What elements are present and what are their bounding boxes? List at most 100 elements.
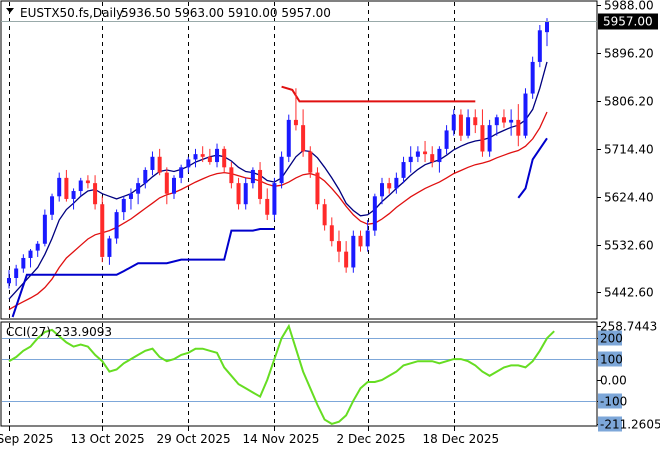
candle-body — [408, 156, 413, 163]
candle-body — [50, 196, 55, 215]
candle-body — [372, 196, 377, 231]
candle — [71, 188, 76, 210]
candle-body — [286, 119, 291, 157]
candle-body — [494, 117, 499, 126]
candle — [272, 177, 277, 221]
candle — [100, 196, 105, 263]
candle — [186, 156, 191, 173]
cci-tick-label: -211.2605 — [600, 418, 660, 432]
candle-body — [516, 119, 521, 136]
candle — [380, 177, 385, 205]
price-panel-frame — [0, 0, 598, 320]
candle-body — [458, 114, 463, 136]
candle-body — [21, 257, 26, 269]
candle-body — [258, 169, 263, 199]
cci-line — [8, 323, 555, 425]
candle-body — [423, 151, 428, 155]
candle — [344, 241, 349, 273]
price-tick-label: 5896.20 — [604, 47, 654, 61]
candle — [7, 270, 11, 289]
candle-body — [150, 156, 155, 170]
candle-body — [14, 268, 19, 278]
candle-body — [344, 251, 349, 268]
candle — [430, 146, 435, 168]
candle — [487, 119, 492, 157]
fast-ma-line — [8, 61, 548, 300]
candle — [501, 109, 506, 128]
candle — [93, 175, 98, 210]
candle — [236, 177, 241, 210]
candle — [351, 230, 356, 273]
candle-body — [229, 167, 234, 184]
candle — [14, 264, 19, 286]
candle — [394, 172, 399, 194]
candle-body — [35, 243, 40, 251]
price-tick-label: 5806.20 — [604, 95, 654, 109]
candle-body — [250, 169, 255, 184]
candle-body — [171, 177, 176, 194]
candlesticks — [7, 18, 549, 289]
price-tick-label: 5442.60 — [604, 286, 654, 300]
cci-tick-label: 100 — [600, 353, 623, 367]
candle — [179, 164, 184, 184]
candle-body — [509, 119, 514, 123]
candle — [50, 193, 55, 221]
candle — [258, 162, 263, 205]
candle — [423, 140, 428, 163]
date-tick-label: 2 Dec 2025 — [337, 432, 406, 446]
candle-body — [243, 183, 248, 205]
candle-body — [501, 117, 506, 123]
candle-body — [322, 204, 327, 226]
candle-body — [143, 169, 148, 184]
collapse-triangle-icon[interactable] — [6, 8, 14, 13]
last-price-tag-label: 5957.00 — [603, 15, 653, 29]
candle — [21, 254, 26, 273]
candle-body — [179, 167, 184, 178]
candle — [444, 125, 449, 155]
cci-tick-label: 258.7443 — [600, 320, 657, 334]
cci-tick-label: -100 — [600, 395, 627, 409]
candle — [193, 148, 198, 168]
price-axis-ticks: 5988.00 5896.20 5806.20 5714.40 5624.40 5532.… — [597, 0, 654, 300]
candle — [128, 188, 133, 210]
cci-tick-badge — [598, 416, 622, 432]
cci-panel: CCI(27) 233.9093 — [0, 321, 598, 427]
candle — [114, 209, 119, 244]
candle-body — [114, 212, 119, 239]
candle-body — [480, 125, 485, 152]
candle — [509, 109, 514, 136]
cci-grid — [9, 323, 455, 425]
candle — [250, 167, 255, 189]
cci-tick-badge — [598, 351, 622, 367]
candle-body — [336, 241, 341, 252]
slow-ma-line — [8, 111, 548, 311]
candle-body — [487, 125, 492, 152]
candle-body — [380, 183, 385, 197]
candle — [85, 175, 90, 189]
ohlc-values: 5936.50 5963.00 5910.00 5957.00 — [121, 6, 331, 20]
date-tick-label: 25 Sep 2025 — [0, 432, 54, 446]
chart-header: EUSTX50.fs,Daily 5936.50 5963.00 5910.00… — [6, 6, 331, 20]
candle — [107, 235, 112, 265]
candle — [415, 146, 420, 163]
cci-tick-label: 0.00 — [600, 374, 627, 388]
cci-label: CCI(27) 233.9093 — [6, 325, 112, 339]
candle-body — [78, 180, 83, 192]
candle-body — [530, 61, 535, 94]
candle-body — [473, 117, 478, 126]
cci-panel-frame — [0, 321, 598, 427]
candle-body — [315, 172, 320, 205]
candle-body — [545, 21, 549, 33]
candle — [545, 18, 549, 47]
candle-body — [157, 156, 162, 173]
price-panel — [0, 0, 598, 320]
candle — [207, 148, 212, 165]
candle — [150, 151, 155, 176]
candle — [42, 209, 47, 247]
candle — [437, 146, 442, 173]
candle — [322, 198, 327, 231]
candle-body — [64, 177, 69, 199]
candle — [365, 220, 370, 252]
candle — [136, 177, 141, 205]
candle — [458, 109, 463, 141]
